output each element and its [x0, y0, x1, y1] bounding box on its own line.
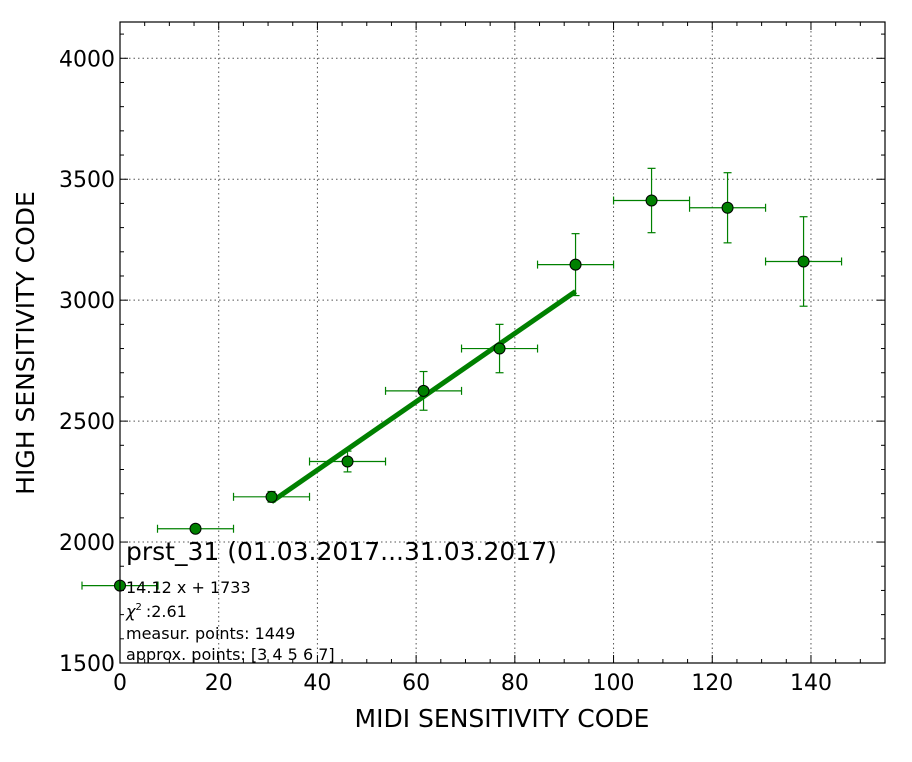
point-marker: [265, 490, 278, 503]
y-tick-label: 1500: [59, 652, 115, 677]
x-tick-label: 80: [501, 671, 529, 696]
x-tick-labels: 0 20 40 60 80 100 120 140: [113, 671, 832, 696]
annotation-chi2: χ2 :2.61: [125, 602, 187, 621]
point-marker: [341, 455, 354, 468]
x-tick-label: 0: [113, 671, 127, 696]
data-point: [308, 450, 387, 473]
annotation-approx-points: approx. points: [3 4 5 6 7]: [126, 645, 335, 664]
data-point: [688, 172, 767, 244]
plot-frame: [119, 21, 886, 664]
y-tick-label: 2500: [59, 410, 115, 435]
y-axis-label: HIGH SENSITIVITY CODE: [11, 191, 40, 495]
data-point: [384, 370, 463, 411]
chi2-exponent: 2: [135, 602, 141, 613]
x-tick-label: 100: [593, 671, 635, 696]
x-tick-label: 40: [303, 671, 331, 696]
x-tick-label: 20: [205, 671, 233, 696]
data-point: [232, 490, 311, 503]
y-tick-label: 2000: [59, 531, 115, 556]
y-tick-label: 3500: [59, 168, 115, 193]
annotation-equation: 14.12 x + 1733: [126, 578, 251, 597]
chi2-symbol: χ: [125, 602, 136, 621]
data-point: [764, 216, 843, 307]
data-point: [156, 522, 235, 535]
data-point: [612, 167, 691, 234]
y-tick-label: 4000: [59, 47, 115, 72]
annotation-box: prst_31 (01.03.2017...31.03.2017) 14.12 …: [125, 537, 557, 664]
point-marker: [417, 384, 430, 397]
data-point: [460, 323, 539, 374]
point-marker: [569, 258, 582, 271]
chi2-value: :2.61: [146, 602, 187, 621]
y-tick-label: 3000: [59, 289, 115, 314]
axis-ticks: [119, 22, 885, 664]
x-tick-label: 140: [790, 671, 832, 696]
x-tick-label: 120: [691, 671, 733, 696]
y-tick-labels: 1500 2000 2500 3000 3500 4000: [59, 47, 115, 677]
point-marker: [645, 194, 658, 207]
x-axis-label: MIDI SENSITIVITY CODE: [355, 704, 650, 733]
annotation-measur-points: measur. points: 1449: [126, 624, 295, 643]
point-marker: [493, 342, 506, 355]
x-tick-label: 60: [402, 671, 430, 696]
point-marker: [797, 255, 810, 268]
data-point: [536, 233, 615, 297]
point-marker: [189, 522, 202, 535]
annotation-title: prst_31 (01.03.2017...31.03.2017): [126, 537, 557, 566]
point-marker: [721, 201, 734, 214]
